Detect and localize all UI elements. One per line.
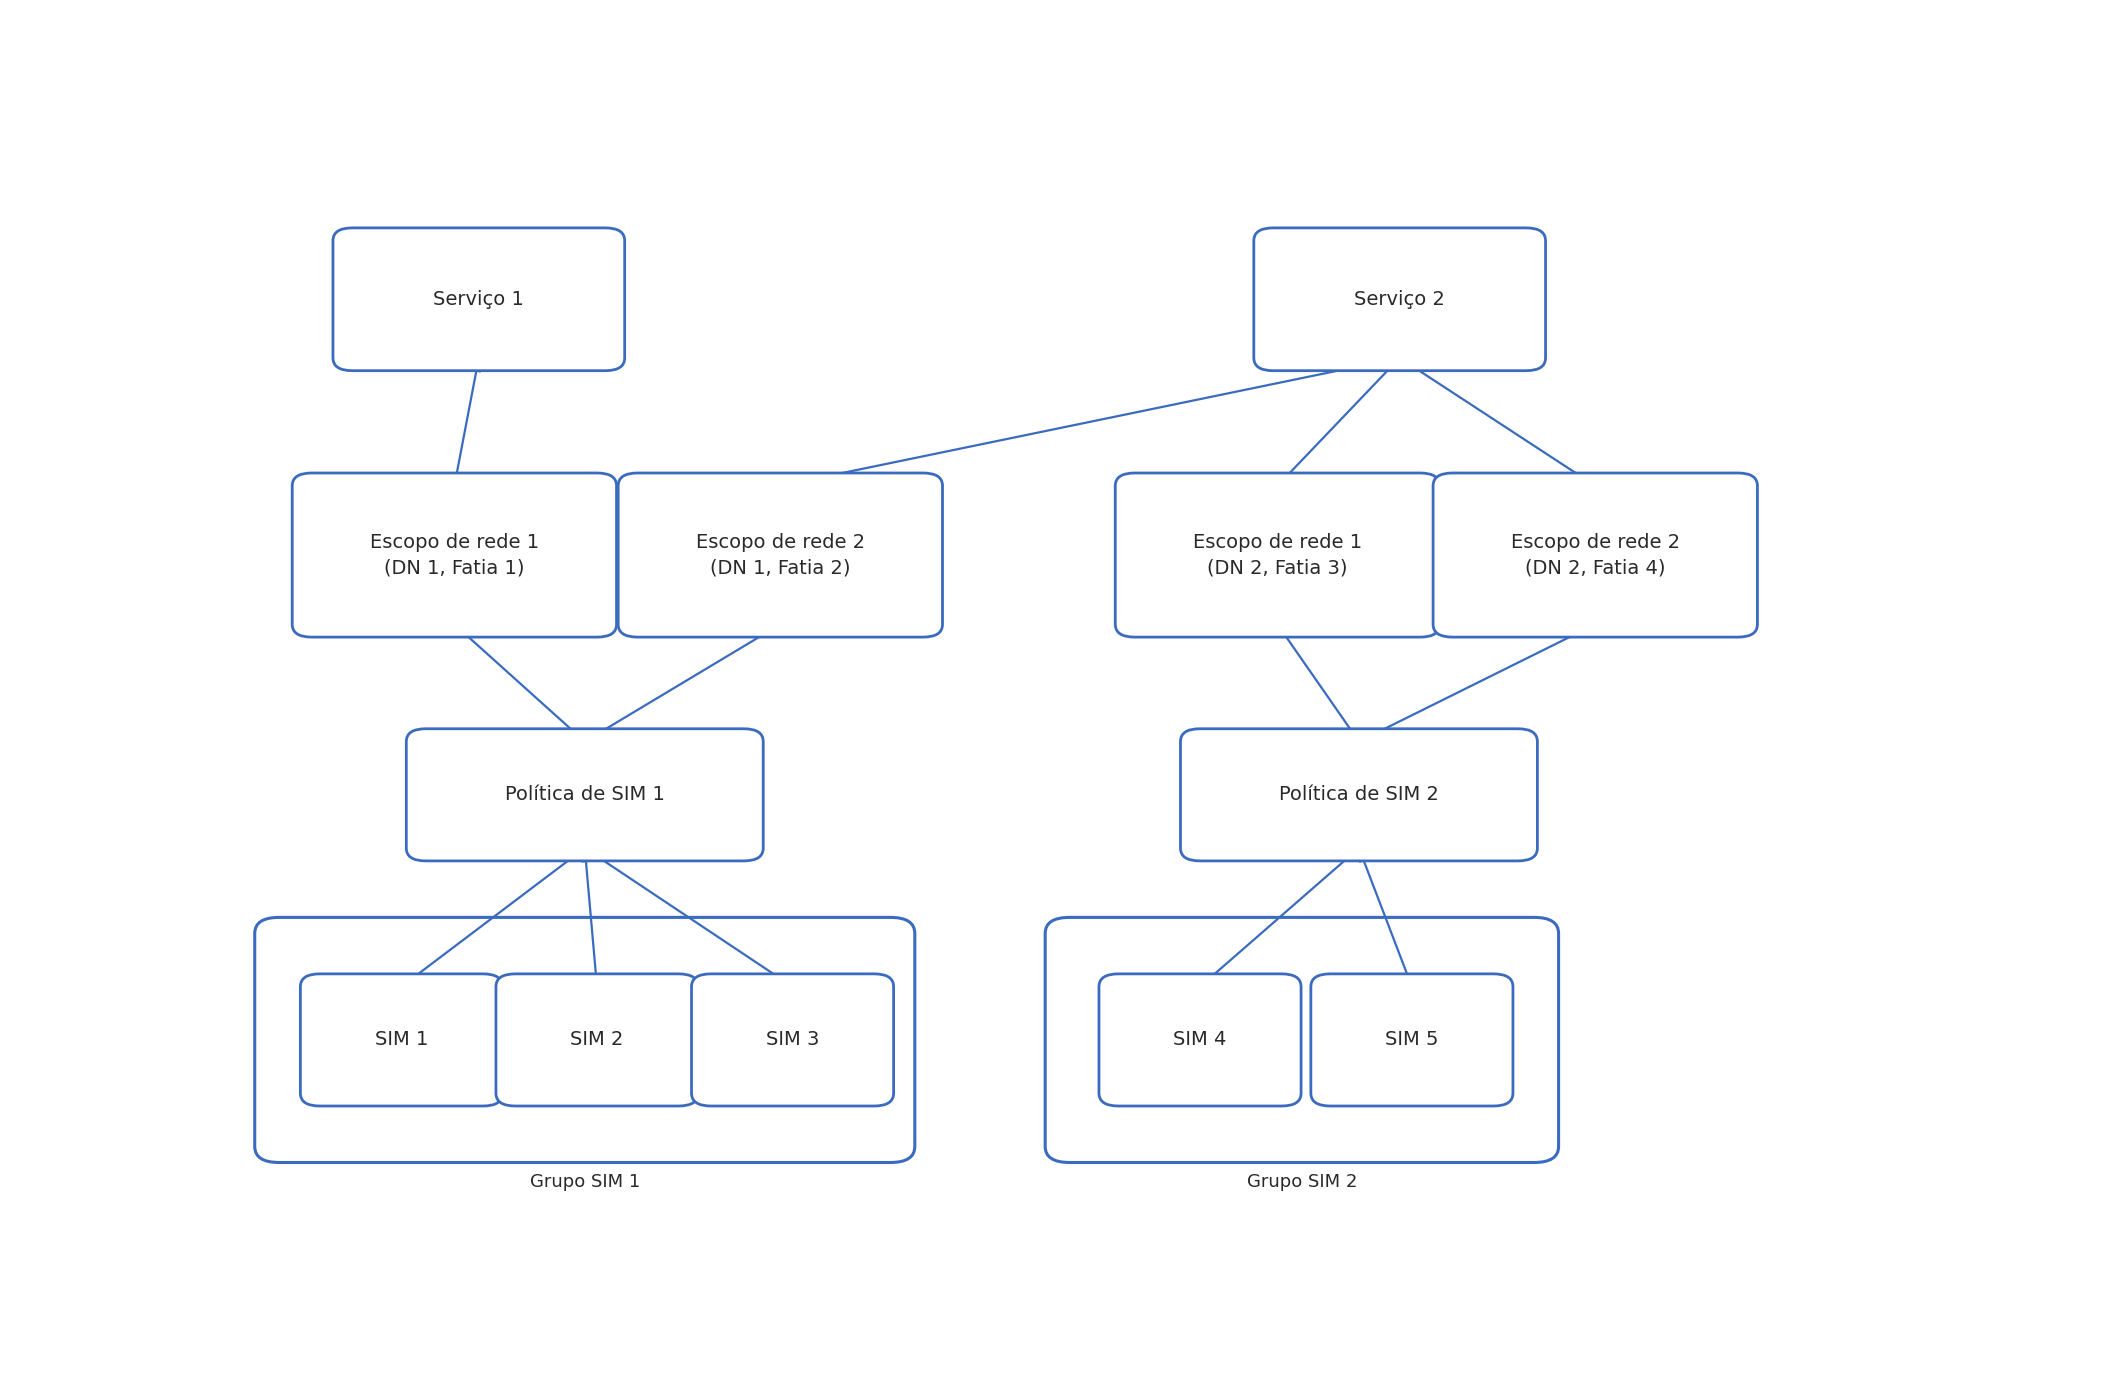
FancyBboxPatch shape xyxy=(406,729,763,861)
FancyBboxPatch shape xyxy=(618,473,942,637)
Text: Grupo SIM 2: Grupo SIM 2 xyxy=(1247,1174,1356,1192)
FancyBboxPatch shape xyxy=(1115,473,1441,637)
Text: Serviço 2: Serviço 2 xyxy=(1354,289,1445,309)
FancyBboxPatch shape xyxy=(332,228,625,371)
FancyBboxPatch shape xyxy=(496,974,698,1106)
FancyBboxPatch shape xyxy=(692,974,894,1106)
FancyBboxPatch shape xyxy=(254,918,915,1163)
Text: Escopo de rede 1
(DN 1, Fatia 1): Escopo de rede 1 (DN 1, Fatia 1) xyxy=(370,533,538,577)
FancyBboxPatch shape xyxy=(1180,729,1537,861)
Text: SIM 3: SIM 3 xyxy=(765,1031,820,1049)
Text: Grupo SIM 1: Grupo SIM 1 xyxy=(530,1174,639,1192)
Text: Escopo de rede 2
(DN 1, Fatia 2): Escopo de rede 2 (DN 1, Fatia 2) xyxy=(696,533,864,577)
Text: SIM 5: SIM 5 xyxy=(1386,1031,1438,1049)
Text: SIM 4: SIM 4 xyxy=(1173,1031,1226,1049)
Text: Serviço 1: Serviço 1 xyxy=(433,289,524,309)
FancyBboxPatch shape xyxy=(301,974,503,1106)
FancyBboxPatch shape xyxy=(1310,974,1512,1106)
FancyBboxPatch shape xyxy=(1253,228,1546,371)
Text: Escopo de rede 1
(DN 2, Fatia 3): Escopo de rede 1 (DN 2, Fatia 3) xyxy=(1192,533,1363,577)
Text: Escopo de rede 2
(DN 2, Fatia 4): Escopo de rede 2 (DN 2, Fatia 4) xyxy=(1510,533,1680,577)
Text: SIM 2: SIM 2 xyxy=(570,1031,625,1049)
Text: SIM 1: SIM 1 xyxy=(374,1031,429,1049)
Text: Política de SIM 1: Política de SIM 1 xyxy=(505,785,665,804)
FancyBboxPatch shape xyxy=(1100,974,1302,1106)
FancyBboxPatch shape xyxy=(1432,473,1758,637)
FancyBboxPatch shape xyxy=(292,473,616,637)
FancyBboxPatch shape xyxy=(1045,918,1558,1163)
Text: Política de SIM 2: Política de SIM 2 xyxy=(1279,785,1438,804)
